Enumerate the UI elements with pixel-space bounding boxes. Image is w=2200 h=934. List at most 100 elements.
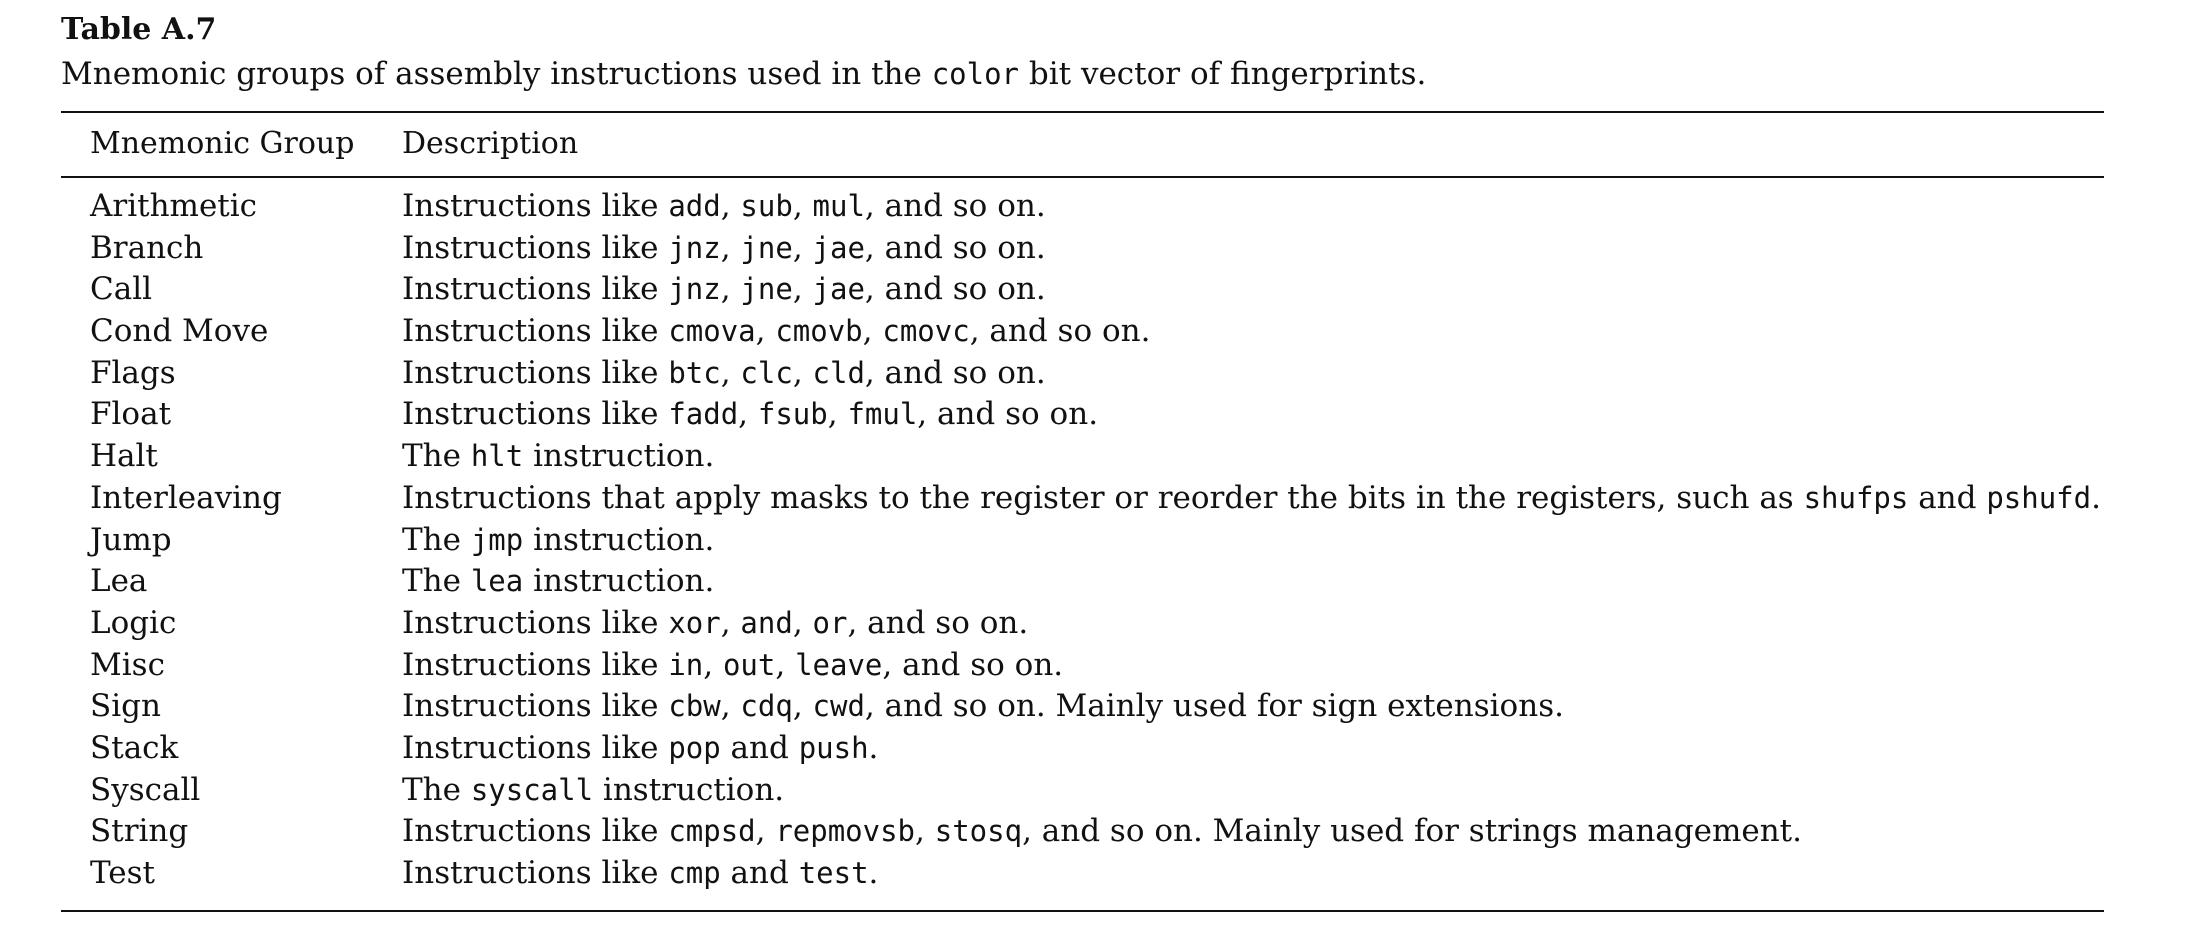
description-text: The — [402, 438, 471, 475]
description-text: Instructions like — [402, 729, 669, 766]
table-row: Cond Move Instructions like cmova, cmovb,… — [0, 311, 2200, 353]
top-rule — [61, 111, 2104, 113]
instruction-code: test — [798, 856, 869, 890]
instruction-code: syscall — [470, 772, 594, 807]
description-text: Instructions like — [402, 396, 669, 433]
description-text: , — [792, 188, 813, 224]
description-text: Instructions like — [402, 688, 669, 725]
description-text: and — [720, 855, 799, 891]
description-text: . — [868, 855, 879, 891]
bottom-rule — [61, 910, 2104, 912]
instruction-code: jae — [812, 272, 865, 307]
table-label: Table A.7 — [61, 12, 217, 47]
instruction-code: xor — [668, 605, 721, 640]
instruction-code: push — [798, 730, 869, 765]
description-text: Instructions like — [402, 313, 669, 350]
description-text: and — [1908, 479, 1987, 516]
description-text: Instructions like — [402, 604, 669, 641]
instruction-code: jmp — [470, 522, 524, 557]
mnemonic-group-cell: Halt — [90, 438, 158, 475]
table-row: Syscall The syscall instruction. — [0, 770, 2200, 812]
description-cell: Instructions like xor, and, or, and so o… — [402, 603, 1028, 645]
caption-text-before: Mnemonic groups of assembly instructions… — [61, 56, 932, 92]
column-header-description: Description — [402, 126, 579, 161]
instruction-code: add — [668, 189, 721, 223]
description-text: , — [720, 271, 741, 308]
description-cell: Instructions like cmp and test. — [402, 853, 878, 895]
table-row: Test Instructions like cmp and test. — [0, 853, 2200, 895]
mnemonic-group-cell: Flags — [90, 354, 176, 391]
description-text: Instructions like — [402, 271, 669, 308]
instruction-code: jnz — [668, 272, 721, 307]
instruction-code: and — [740, 605, 793, 640]
instruction-code: cmovc — [882, 314, 970, 349]
instruction-code: in — [668, 647, 704, 682]
description-text: , — [775, 646, 796, 683]
instruction-code: cbw — [668, 689, 721, 724]
instruction-code: leave — [795, 647, 883, 682]
description-text: , — [755, 313, 776, 350]
table-row: Jump The jmp instruction. — [0, 520, 2200, 562]
description-cell: Instructions like jnz, jne, jae, and so … — [402, 228, 1046, 270]
description-cell: Instructions like jnz, jne, jae, and so … — [402, 269, 1046, 311]
description-text: , — [720, 188, 741, 224]
mnemonic-group-cell: Sign — [90, 688, 161, 725]
table-row: Call Instructions like jnz, jne, jae, and… — [0, 269, 2200, 311]
description-text: , — [792, 604, 813, 641]
mnemonic-group-cell: Lea — [90, 563, 148, 600]
table-row: String Instructions like cmpsd, repmovsb,… — [0, 811, 2200, 853]
description-text: , and so on. — [864, 188, 1046, 224]
instruction-code: out — [722, 647, 776, 682]
instruction-code: sub — [740, 189, 793, 223]
table-body: Arithmetic Instructions like add, sub, mu… — [0, 186, 2200, 895]
description-text: Instructions like — [402, 855, 669, 891]
description-cell: Instructions like cmova, cmovb, cmovc, a… — [402, 311, 1150, 353]
mnemonic-group-cell: Jump — [90, 521, 172, 558]
table-row: Logic Instructions like xor, and, or, and… — [0, 603, 2200, 645]
description-cell: Instructions like cbw, cdq, cwd, and so … — [402, 686, 1564, 728]
instruction-code: cwd — [812, 689, 865, 724]
description-text: , — [827, 396, 848, 433]
mnemonic-group-cell: Misc — [90, 646, 165, 683]
description-text: instruction. — [523, 438, 715, 475]
description-text: instruction. — [593, 771, 785, 808]
description-text: , and so on. — [847, 604, 1029, 641]
description-text: , — [720, 229, 741, 266]
table-header: Mnemonic Group Description — [0, 120, 2200, 168]
description-cell: The hlt instruction. — [402, 436, 714, 478]
instruction-code: fsub — [757, 397, 828, 432]
instruction-code: fadd — [668, 397, 739, 432]
description-text: , and so on. — [917, 396, 1099, 433]
mnemonic-group-cell: Interleaving — [90, 479, 282, 516]
instruction-code: cdq — [740, 689, 793, 724]
instruction-code: cld — [812, 355, 865, 390]
description-text: , — [862, 313, 883, 350]
instruction-code: mul — [812, 189, 865, 223]
description-text: , — [738, 396, 758, 433]
instruction-code: fmul — [847, 397, 918, 432]
description-text: , — [720, 688, 741, 725]
description-cell: Instructions like cmpsd, repmovsb, stosq… — [402, 811, 1802, 853]
header-rule — [61, 176, 2104, 178]
description-cell: Instructions like add, sub, mul, and so … — [402, 186, 1046, 228]
table-row: Interleaving Instructions that apply mask… — [0, 478, 2200, 520]
description-text: , — [755, 813, 776, 850]
description-text: Instructions like — [402, 813, 669, 850]
mnemonic-group-cell: Float — [90, 396, 172, 433]
description-text: The — [402, 771, 471, 808]
description-text: The — [402, 563, 471, 600]
description-text: , — [792, 688, 813, 725]
description-text: Instructions like — [402, 229, 669, 266]
description-cell: The jmp instruction. — [402, 520, 714, 562]
table-row: Branch Instructions like jnz, jne, jae, a… — [0, 228, 2200, 270]
description-text: instruction. — [523, 521, 715, 558]
instruction-code: lea — [470, 564, 524, 599]
description-text: , and so on. Mainly used for strings man… — [1022, 813, 1802, 850]
description-text: , — [792, 271, 813, 308]
table-caption: Mnemonic groups of assembly instructions… — [61, 56, 1426, 93]
instruction-code: or — [812, 605, 848, 640]
table-row: Arithmetic Instructions like add, sub, mu… — [0, 186, 2200, 228]
description-text: Instructions that apply masks to the reg… — [402, 479, 1804, 516]
description-text: Instructions like — [402, 646, 669, 683]
mnemonic-group-cell: Logic — [90, 604, 177, 641]
